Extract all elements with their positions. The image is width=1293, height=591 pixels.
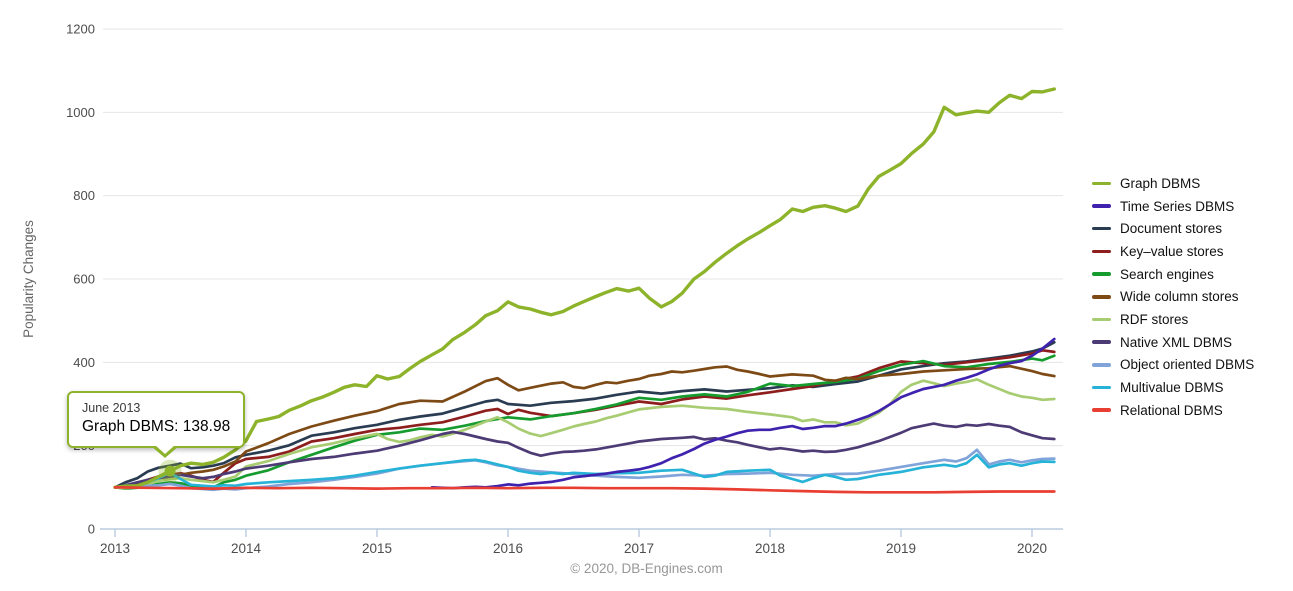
legend-item-object-oriented-dbms[interactable]: Object oriented DBMS — [1092, 354, 1254, 377]
legend-item-relational-dbms[interactable]: Relational DBMS — [1092, 399, 1254, 422]
hover-bullet — [164, 465, 176, 477]
legend-swatch-icon — [1092, 408, 1111, 412]
legend-swatch-icon — [1092, 340, 1111, 344]
x-tick-label: 2017 — [624, 541, 654, 556]
legend-label: Native XML DBMS — [1120, 334, 1233, 350]
legend-label: Relational DBMS — [1120, 402, 1223, 418]
x-tick-label: 2013 — [100, 541, 130, 556]
series-line-native-xml-dbms[interactable] — [113, 422, 1056, 489]
tooltip-date: June 2013 — [82, 401, 141, 415]
x-tick-label: 2019 — [886, 541, 916, 556]
gridlines — [103, 28, 1063, 447]
series-line-graph-dbms[interactable] — [113, 87, 1057, 489]
legend-swatch-icon — [1092, 249, 1111, 254]
series-line-rdf-stores[interactable] — [113, 378, 1056, 490]
legend-label: Object oriented DBMS — [1120, 357, 1255, 373]
legend-label: Key–value stores — [1120, 243, 1224, 259]
legend-item-graph-dbms[interactable]: Graph DBMS — [1092, 172, 1254, 195]
legend-item-wide-column-stores[interactable]: Wide column stores — [1092, 285, 1254, 308]
legend-label: Wide column stores — [1120, 289, 1239, 305]
y-tick-label: 1200 — [66, 22, 95, 37]
legend-item-key-value-stores[interactable]: Key–value stores — [1092, 240, 1254, 263]
legend-item-multivalue-dbms[interactable]: Multivalue DBMS — [1092, 376, 1254, 399]
legend-label: Document stores — [1120, 221, 1223, 237]
series-line-relational-dbms[interactable] — [113, 485, 1056, 494]
legend-label: Multivalue DBMS — [1120, 380, 1224, 396]
legend-swatch-icon — [1092, 385, 1111, 390]
watermark: © 2020, DB-Engines.com — [570, 561, 723, 576]
y-tick-label: 800 — [73, 188, 95, 203]
series-line-time-series-dbms[interactable] — [430, 337, 1056, 490]
x-tick-label: 2016 — [493, 541, 523, 556]
y-tick-label: 1000 — [66, 105, 95, 120]
legend-swatch-icon — [1092, 226, 1111, 231]
y-tick-label: 400 — [73, 355, 95, 370]
x-axis: 2013 2014 2015 2016 2017 2018 2019 2020 — [100, 528, 1063, 556]
tooltip-value: Graph DBMS: 138.98 — [82, 417, 231, 435]
series-line-wide-column-stores[interactable] — [113, 364, 1056, 489]
tooltip-pointer-fill — [155, 445, 175, 455]
x-tick-label: 2015 — [362, 541, 392, 556]
legend-swatch-icon — [1092, 204, 1111, 208]
series-line-document-stores[interactable] — [113, 340, 1056, 489]
legend-item-document-stores[interactable]: Document stores — [1092, 217, 1254, 240]
legend-label: Graph DBMS — [1120, 175, 1201, 191]
hover-tooltip: June 2013 Graph DBMS: 138.98 — [67, 391, 246, 459]
legend-swatch-icon — [1092, 295, 1111, 299]
legend-swatch-icon — [1092, 363, 1111, 367]
legend-swatch-icon — [1092, 317, 1111, 322]
y-axis-title: Popularity Changes — [21, 220, 36, 338]
legend-item-search-engines[interactable]: Search engines — [1092, 263, 1254, 286]
legend-label: RDF stores — [1120, 311, 1189, 327]
y-axis-labels: 020040060080010001200 — [66, 22, 95, 537]
legend-swatch-icon — [1092, 181, 1111, 186]
y-tick-label: 600 — [73, 272, 95, 287]
legend-label: Search engines — [1120, 266, 1214, 282]
x-tick-label: 2014 — [231, 541, 262, 556]
series-line-multivalue-dbms[interactable] — [113, 453, 1056, 489]
legend-label: Time Series DBMS — [1120, 198, 1235, 214]
legend-swatch-icon — [1092, 272, 1111, 276]
x-tick-label: 2020 — [1017, 541, 1047, 556]
legend-item-native-xml-dbms[interactable]: Native XML DBMS — [1092, 331, 1254, 354]
x-tick-label: 2018 — [755, 541, 785, 556]
series-lines — [113, 87, 1057, 494]
y-tick-label: 0 — [88, 522, 95, 537]
legend-item-rdf-stores[interactable]: RDF stores — [1092, 308, 1254, 331]
legend-item-time-series-dbms[interactable]: Time Series DBMS — [1092, 195, 1254, 218]
chart-legend: Graph DBMS Time Series DBMS Document store… — [1092, 172, 1254, 422]
